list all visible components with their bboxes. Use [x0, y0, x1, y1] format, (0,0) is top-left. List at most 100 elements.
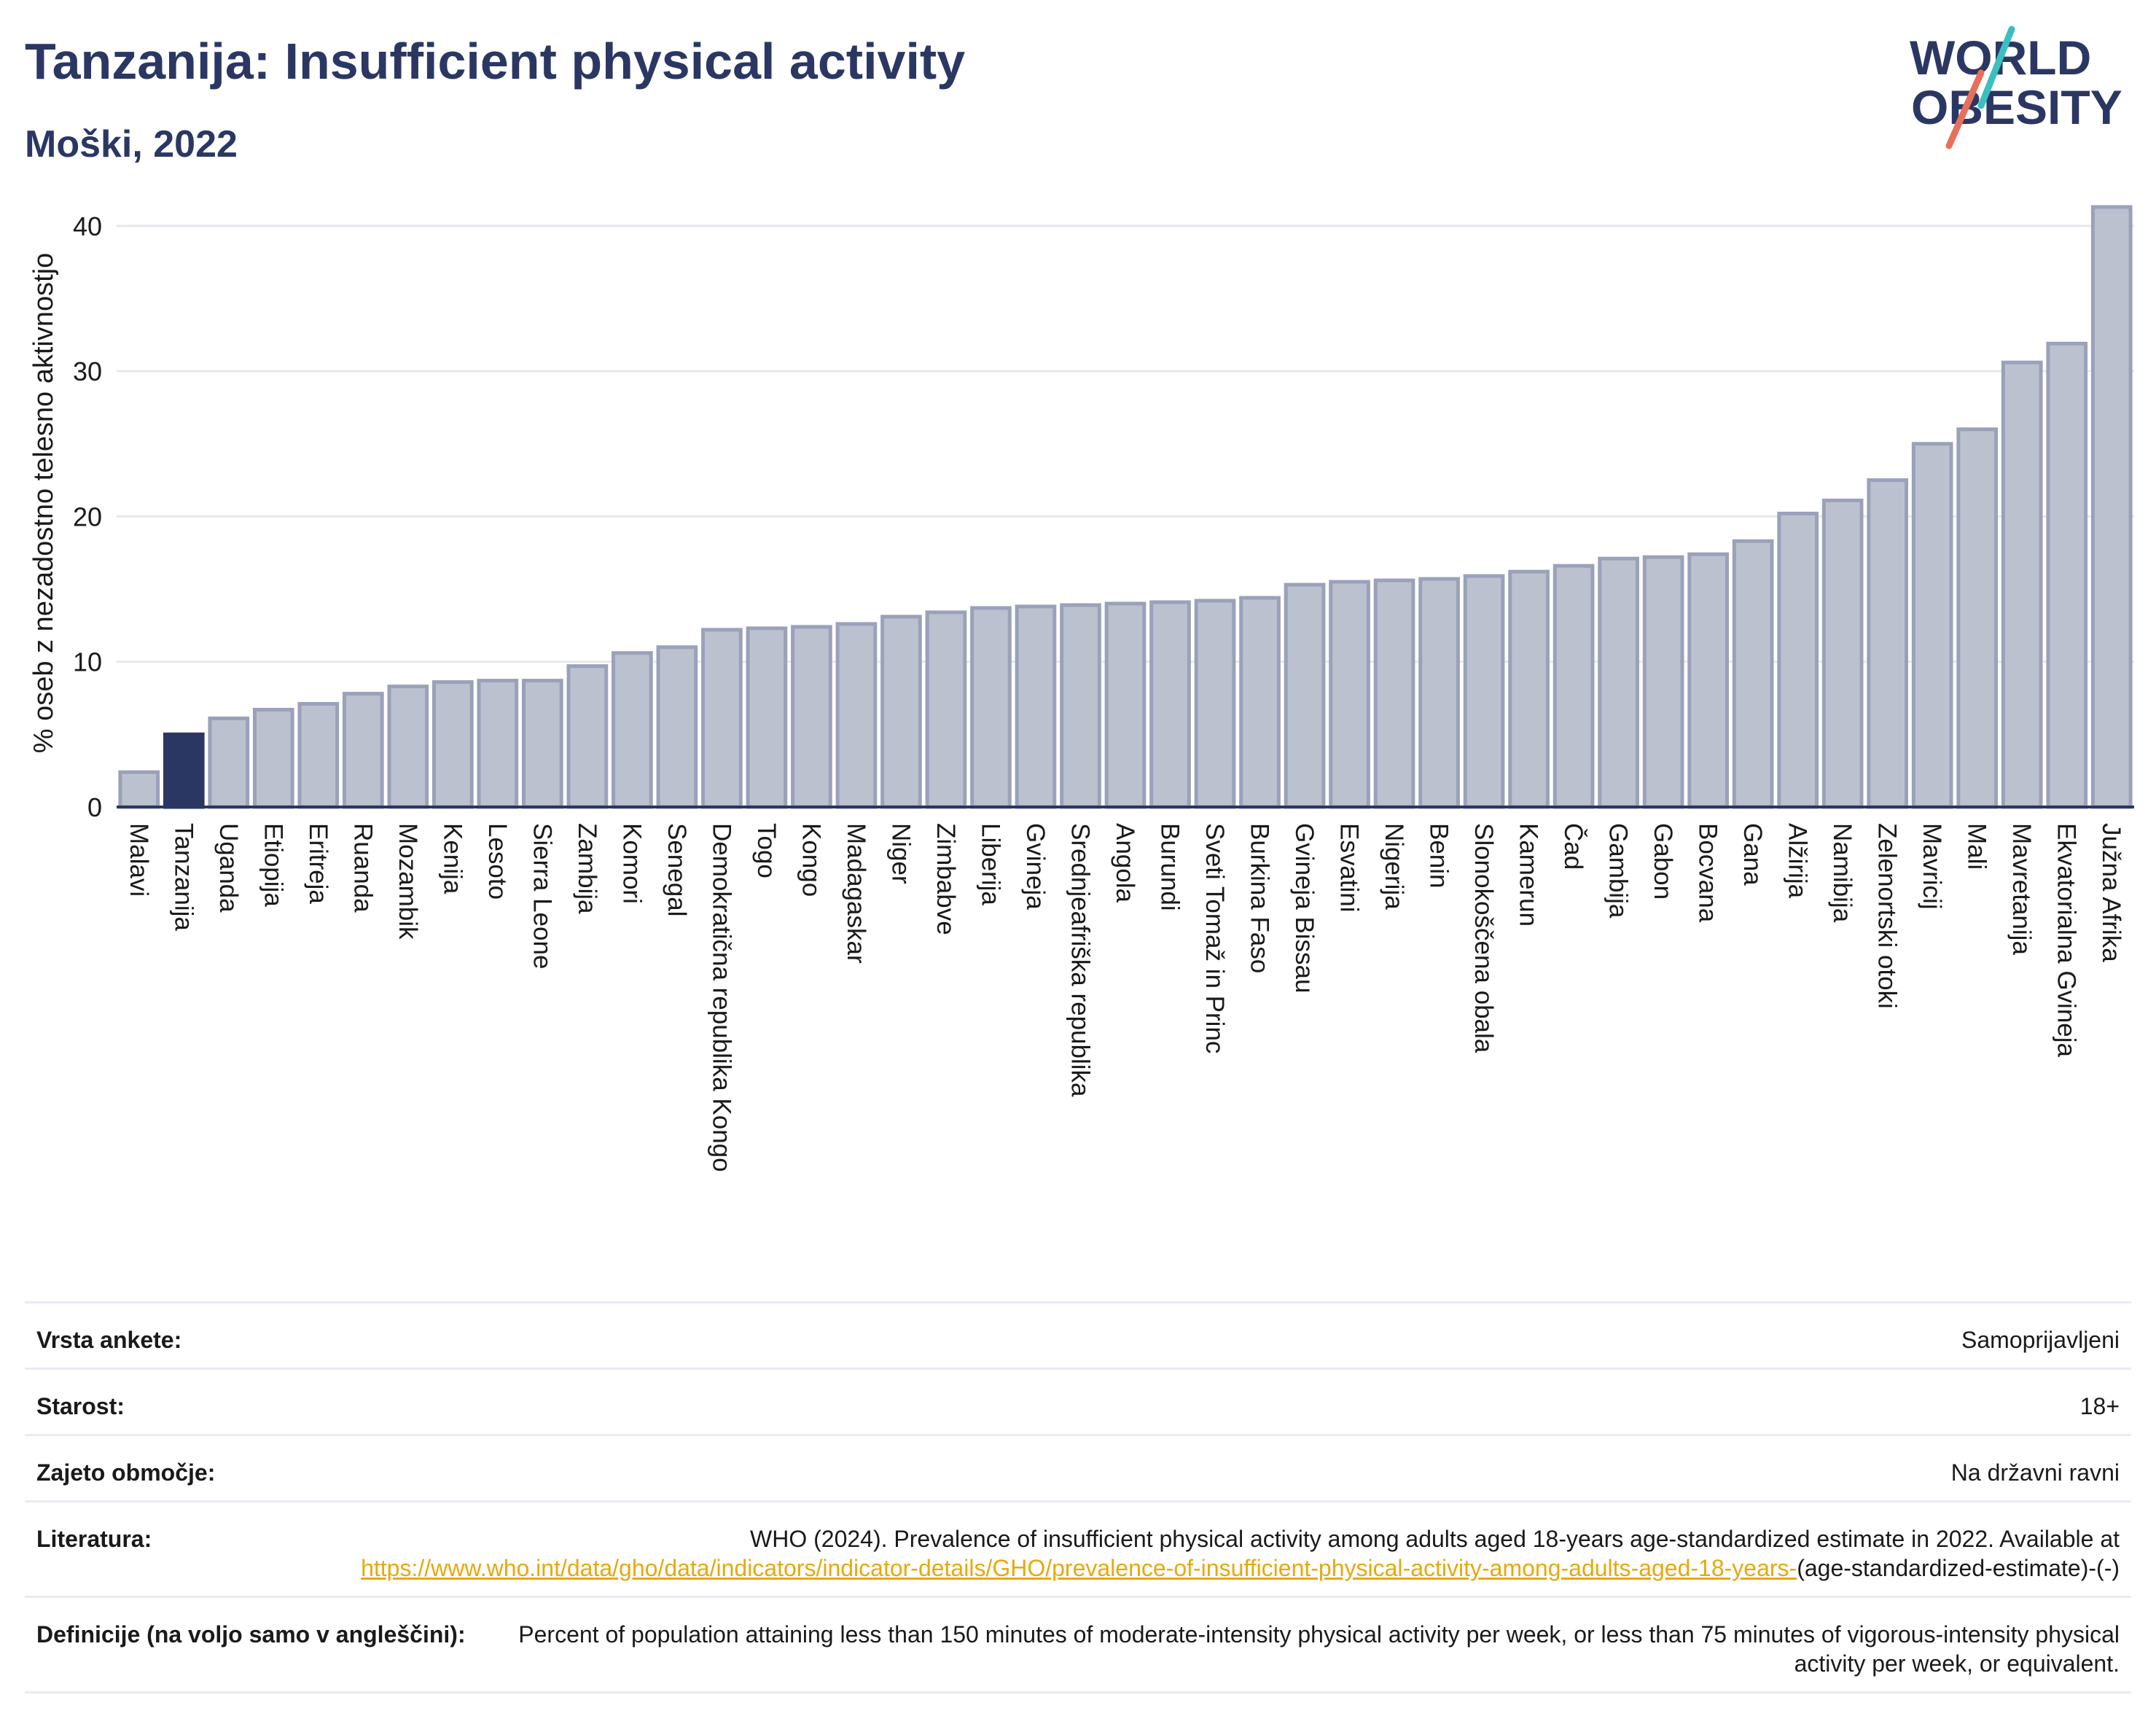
bar	[656, 645, 698, 809]
bar	[431, 680, 474, 809]
x-tick-label: Sierra Leone	[528, 823, 556, 969]
x-tick-label: Burundi	[1156, 823, 1184, 911]
bar	[1373, 578, 1415, 809]
y-tick-label: 20	[73, 502, 102, 531]
bar	[1463, 574, 1505, 809]
x-tick-label: Komori	[617, 823, 646, 904]
x-tick-label: Ruanda	[348, 823, 377, 913]
bar-highlighted	[163, 732, 205, 809]
x-tick-label: Gvineja	[1021, 823, 1050, 910]
reference-text-tail: (age-standardized-estimate)-(-)	[1797, 1555, 2120, 1581]
metadata-table: Vrsta ankete: Samoprijavljeni Starost: 1…	[25, 1301, 2131, 1693]
bar	[1149, 600, 1191, 809]
x-tick-label: Esvatini	[1335, 823, 1364, 913]
x-tick-label: Nigerija	[1380, 823, 1408, 910]
x-tick-label: Kenija	[438, 823, 466, 894]
meta-label: Vrsta ankete:	[36, 1327, 182, 1353]
meta-value: Percent of population attaining less tha…	[518, 1621, 2120, 1677]
x-tick-label: Bocvana	[1694, 823, 1722, 923]
y-axis-label: % oseb z nezadostno telesno aktivnostjo	[28, 253, 59, 754]
x-tick-label: Zelenortski otoki	[1873, 823, 1902, 1009]
x-tick-label: Mozambik	[394, 823, 422, 940]
x-tick-label: Sveti Tomaž in Princ	[1200, 823, 1229, 1053]
x-tick-label: Gana	[1738, 823, 1767, 886]
x-tick-label: Niger	[886, 823, 915, 884]
meta-row-reference: Literatura: WHO (2024). Prevalence of in…	[25, 1500, 2131, 1596]
bar	[118, 770, 160, 809]
y-tick-label: 0	[87, 792, 102, 822]
x-tick-label: Ekvatorialna Gvineja	[2053, 823, 2081, 1058]
bar	[1104, 601, 1147, 809]
bar	[297, 702, 340, 809]
x-tick-label: Kongo	[797, 823, 825, 897]
bar	[701, 628, 743, 809]
reference-text: WHO (2024). Prevalence of insufficient p…	[750, 1526, 2120, 1552]
meta-value: Na državni ravni	[1950, 1459, 2120, 1486]
x-tick-label: Togo	[752, 823, 781, 878]
bar	[1732, 539, 1774, 809]
bar	[1642, 555, 1684, 809]
bar	[1867, 478, 1909, 809]
meta-value: 18+	[2079, 1393, 2120, 1419]
x-tick-label: Kamerun	[1515, 823, 1543, 927]
x-tick-label: Srednjeafriška republika	[1066, 823, 1094, 1097]
bar	[925, 610, 967, 809]
reference-link[interactable]: https://www.who.int/data/gho/data/indica…	[361, 1555, 1797, 1581]
meta-value: Samoprijavljeni	[1961, 1327, 2120, 1353]
x-tick-label: Gabon	[1649, 823, 1677, 900]
bar	[342, 692, 384, 809]
bar	[1015, 604, 1057, 809]
x-tick-label: Burkina Faso	[1246, 823, 1274, 973]
y-tick-labels: 0 10 20 30 40	[73, 211, 102, 822]
x-tick-label: Mavricij	[1918, 823, 1946, 910]
x-tick-label: Lesoto	[483, 823, 512, 900]
meta-label: Starost:	[36, 1393, 125, 1419]
y-tick-label: 40	[73, 211, 102, 241]
x-tick-label: Čad	[1559, 823, 1587, 870]
meta-row-age: Starost: 18+	[25, 1368, 2131, 1434]
x-tick-label: Mavretanija	[2007, 823, 2036, 955]
x-tick-label: Benin	[1425, 823, 1453, 889]
bar	[2090, 205, 2133, 809]
bar	[1956, 427, 1999, 809]
x-tick-label: Južna Afrika	[2097, 823, 2125, 962]
bar	[1194, 599, 1236, 809]
bar	[746, 626, 788, 809]
bar-chart: 0 10 20 30 40 Malavi Tanzanija Uganda Etiopija E…	[28, 205, 2134, 1172]
chart-title: Tanzanija: Insufficient physical activit…	[25, 33, 966, 90]
x-tick-label: Madagaskar	[842, 823, 870, 964]
logo-text-obesity: OBESITY	[1911, 80, 2122, 134]
bar	[1552, 564, 1595, 809]
x-tick-label: Zambija	[573, 823, 601, 914]
bar	[1508, 569, 1550, 809]
bar	[387, 685, 429, 809]
bar	[880, 615, 922, 809]
x-tick-labels: Malavi Tanzanija Uganda Etiopija Eritreja Rua…	[125, 823, 2125, 1172]
x-tick-label: Namibija	[1828, 823, 1856, 923]
x-tick-label: Malavi	[125, 823, 153, 897]
x-tick-label: Uganda	[214, 823, 243, 913]
y-tick-label: 30	[73, 356, 102, 386]
logo-slash-teal	[1977, 26, 2015, 109]
bar	[1284, 582, 1326, 809]
x-tick-label: Alžirija	[1784, 823, 1812, 899]
meta-label: Zajeto območje:	[36, 1459, 216, 1486]
logo-slash-coral	[1945, 69, 1985, 149]
bar	[2046, 341, 2088, 809]
x-tick-label: Mali	[1963, 823, 1991, 870]
meta-label: Definicije (na voljo samo v angleščini):	[36, 1621, 466, 1648]
bar	[477, 679, 519, 809]
world-obesity-logo: WORLD OBESITY	[1910, 26, 2122, 149]
bar	[1777, 511, 1819, 809]
meta-row-coverage: Zajeto območje: Na državni ravni	[25, 1434, 2131, 1500]
x-tick-label: Demokratična republika Kongo	[707, 823, 735, 1172]
y-tick-label: 10	[73, 647, 102, 677]
x-tick-label: Liberija	[976, 823, 1004, 905]
x-tick-label: Etiopija	[259, 823, 287, 907]
meta-row-definition: Definicije (na voljo samo v angleščini):…	[25, 1596, 2131, 1693]
meta-row-survey-type: Vrsta ankete: Samoprijavljeni	[25, 1301, 2131, 1368]
x-tick-label: Eritreja	[304, 823, 332, 904]
bar	[252, 707, 294, 809]
bar	[1687, 552, 1729, 809]
bar	[1239, 596, 1281, 809]
